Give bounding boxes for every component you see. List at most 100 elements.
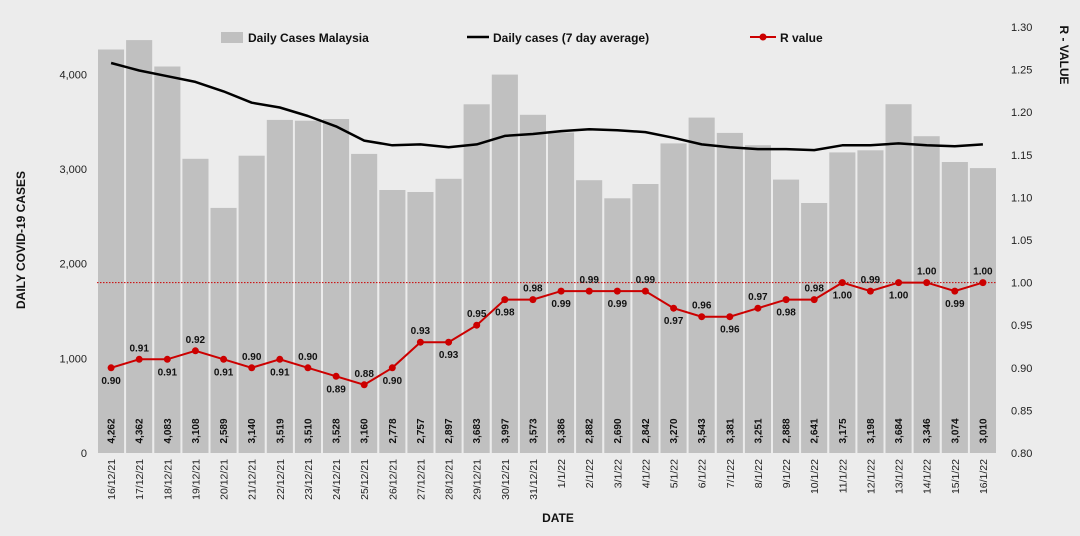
x-tick-label: 13/1/22 <box>894 459 906 494</box>
bar <box>182 158 209 454</box>
r-value-label: 0.97 <box>748 292 768 303</box>
r-value-point <box>416 338 424 346</box>
bar-value-label: 3,346 <box>922 418 933 443</box>
r-value-point <box>276 355 284 363</box>
x-tick-label: 16/12/21 <box>106 459 118 500</box>
bar-value-label: 3,251 <box>753 418 764 443</box>
x-tick-label: 17/12/21 <box>134 459 146 500</box>
legend-label-7day-average: Daily cases (7 day average) <box>493 31 649 45</box>
r-value-label: 0.97 <box>664 316 684 327</box>
bar <box>407 192 434 453</box>
bar-value-label: 2,897 <box>444 418 455 443</box>
bar-value-label: 3,573 <box>528 418 539 443</box>
y2-tick-label: 1.25 <box>1011 65 1032 77</box>
bar <box>491 74 518 453</box>
bar <box>126 40 153 453</box>
r-value-point <box>613 287 621 295</box>
x-tick-label: 1/1/22 <box>556 459 568 488</box>
x-tick-label: 12/1/22 <box>865 459 877 494</box>
bar <box>969 168 996 453</box>
bar-value-label: 2,690 <box>613 418 624 443</box>
r-value-point <box>951 287 959 295</box>
x-tick-label: 28/12/21 <box>444 459 456 500</box>
bar-value-label: 2,882 <box>585 418 596 443</box>
bar-value-label: 3,543 <box>697 418 708 443</box>
bar <box>435 178 462 454</box>
y2-tick-label: 0.85 <box>1011 405 1032 417</box>
r-value-point <box>332 372 340 380</box>
x-tick-label: 24/12/21 <box>331 459 343 500</box>
bar-value-label: 2,842 <box>641 418 652 443</box>
x-tick-label: 10/1/22 <box>809 459 821 494</box>
r-value-label: 0.96 <box>720 325 740 336</box>
r-value-point <box>782 296 790 304</box>
bar <box>913 136 940 453</box>
bar-value-label: 3,683 <box>472 418 483 443</box>
y2-tick-label: 1.20 <box>1011 107 1032 119</box>
x-tick-label: 7/1/22 <box>725 459 737 488</box>
bar <box>857 150 884 454</box>
x-tick-label: 30/12/21 <box>500 459 512 500</box>
y2-tick-label: 1.00 <box>1011 278 1032 290</box>
bar-value-label: 3,519 <box>275 418 286 443</box>
r-value-point <box>388 364 396 372</box>
r-value-point <box>838 279 846 287</box>
legend-label-daily-cases: Daily Cases Malaysia <box>248 31 369 45</box>
bar-value-label: 3,510 <box>303 418 314 443</box>
bar-value-label: 3,160 <box>360 418 371 443</box>
r-value-label: 0.90 <box>383 376 403 387</box>
y-tick-label: 2,000 <box>59 259 87 271</box>
r-value-point <box>866 287 874 295</box>
bar-value-label: 3,381 <box>725 418 736 443</box>
r-value-label: 0.98 <box>776 308 796 319</box>
bar-value-label: 2,888 <box>782 418 793 443</box>
x-tick-label: 22/12/21 <box>275 459 287 500</box>
bar <box>379 190 406 453</box>
r-value-point <box>979 279 987 287</box>
r-value-point <box>473 321 481 329</box>
r-value-label: 0.89 <box>326 384 346 395</box>
r-value-label: 0.91 <box>214 367 234 378</box>
y-tick-label: 4,000 <box>59 69 87 81</box>
r-value-point <box>248 364 256 372</box>
r-value-label: 0.99 <box>551 299 571 310</box>
y2-axis-title: R - VALUE <box>1057 25 1071 84</box>
x-tick-label: 5/1/22 <box>669 459 681 488</box>
bar-value-label: 3,175 <box>838 418 849 443</box>
bar-value-label: 2,641 <box>810 418 821 443</box>
bar <box>744 145 771 453</box>
legend-marker-r-value <box>759 33 767 41</box>
r-value-label: 0.98 <box>495 308 515 319</box>
bar <box>323 119 350 453</box>
legend-swatch-daily-cases <box>221 32 243 43</box>
r-value-point <box>445 338 453 346</box>
bar <box>210 207 237 453</box>
x-tick-label: 15/1/22 <box>950 459 962 494</box>
r-value-label: 1.00 <box>889 291 909 302</box>
r-value-label: 1.00 <box>833 291 853 302</box>
r-value-label: 0.99 <box>636 275 656 286</box>
r-value-point <box>529 296 537 304</box>
bar <box>716 132 743 453</box>
x-tick-label: 20/12/21 <box>219 459 231 500</box>
bar <box>519 114 546 454</box>
r-value-point <box>698 313 706 321</box>
y2-tick-label: 1.10 <box>1011 192 1032 204</box>
bar-value-label: 3,997 <box>500 418 511 443</box>
r-value-label: 1.00 <box>973 267 993 278</box>
r-value-point <box>135 355 143 363</box>
bar <box>829 152 856 453</box>
r-value-point <box>641 287 649 295</box>
r-value-label: 0.95 <box>467 309 487 320</box>
x-tick-label: 26/12/21 <box>387 459 399 500</box>
y2-tick-label: 0.80 <box>1011 448 1032 460</box>
bar <box>604 198 631 453</box>
r-value-label: 0.90 <box>298 352 318 363</box>
bar <box>688 117 715 453</box>
r-value-point <box>754 304 762 312</box>
bar-value-label: 2,589 <box>219 418 230 443</box>
r-value-label: 0.98 <box>523 284 543 295</box>
x-tick-label: 23/12/21 <box>303 459 315 500</box>
r-value-point <box>360 381 368 389</box>
bar-value-label: 3,386 <box>557 418 568 443</box>
